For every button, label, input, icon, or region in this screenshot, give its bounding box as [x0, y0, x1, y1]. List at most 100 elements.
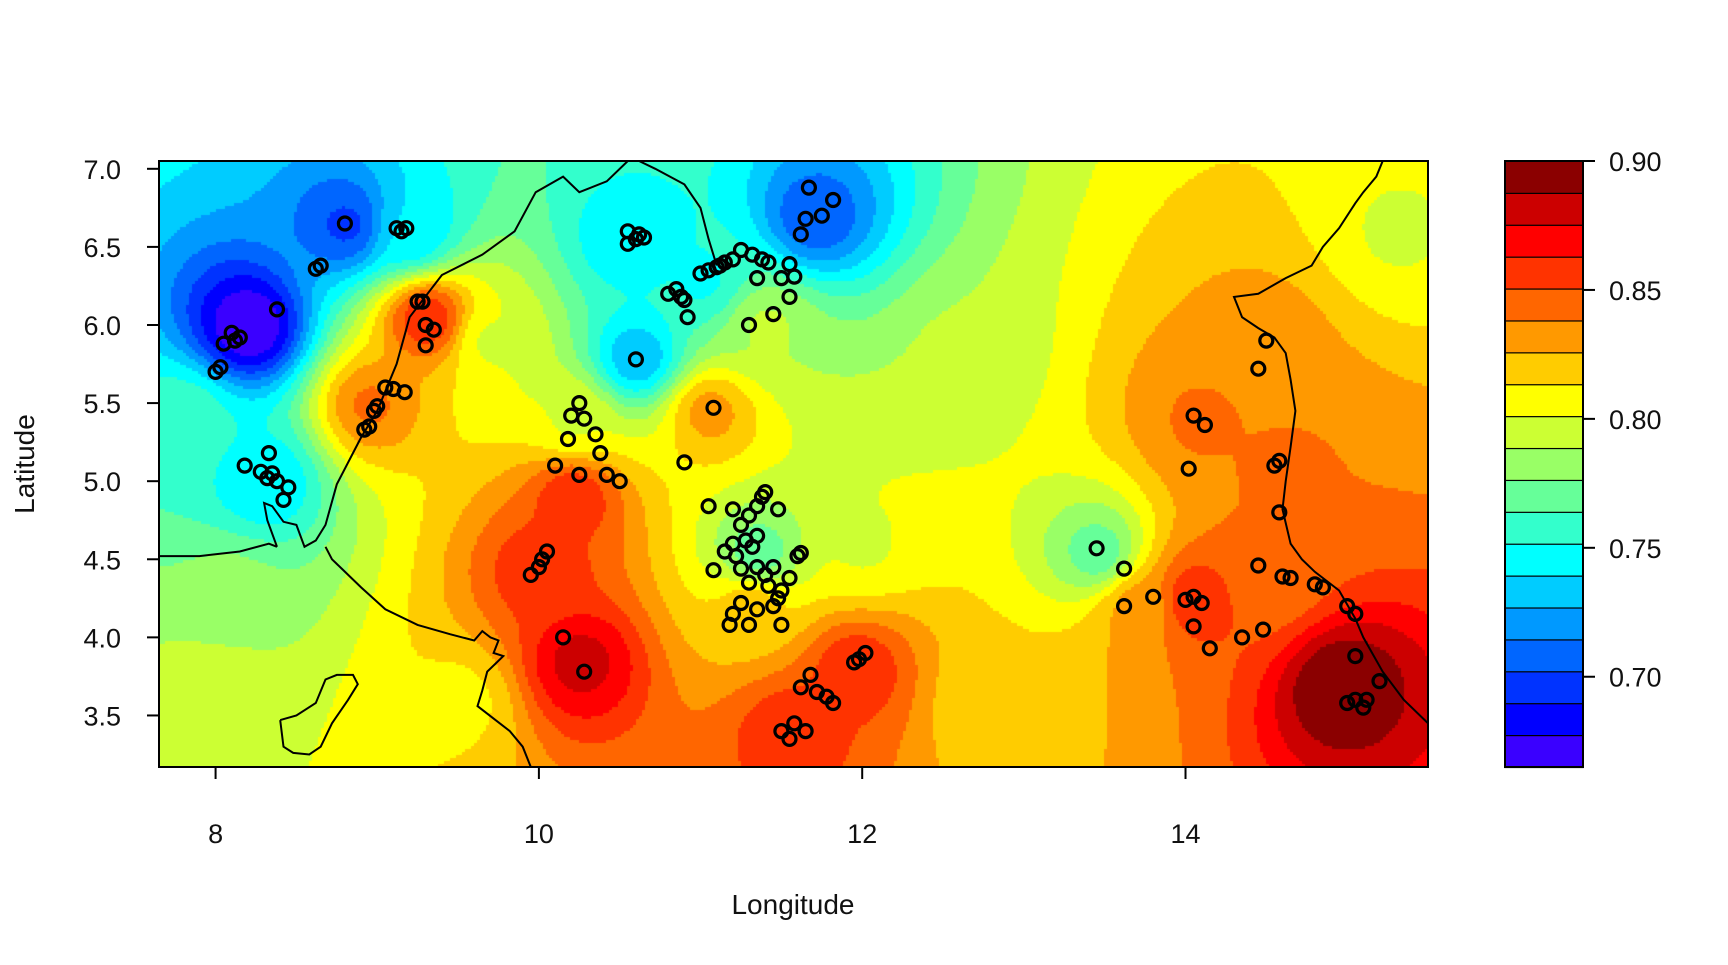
station-marker [571, 395, 588, 412]
station-marker [236, 457, 253, 474]
station-markers [207, 179, 1388, 748]
station-marker [824, 191, 842, 209]
station-marker [1180, 460, 1197, 477]
station-marker [592, 445, 609, 462]
boundary-line [324, 546, 532, 767]
station-marker [732, 560, 750, 577]
station-marker [635, 229, 653, 246]
station-marker [546, 457, 564, 474]
station-marker [1306, 576, 1323, 593]
station-marker [773, 616, 790, 634]
colorbar-tick-label: 0.85 [1609, 276, 1662, 306]
station-marker [792, 544, 809, 562]
station-marker [792, 679, 809, 696]
station-marker [1254, 621, 1272, 638]
station-marker [559, 430, 577, 448]
station-marker [1314, 579, 1332, 596]
station-marker [1250, 557, 1267, 574]
station-marker [740, 507, 758, 524]
station-marker [223, 324, 240, 341]
boundary-line [159, 542, 278, 558]
station-marker [765, 597, 782, 615]
colorbar-swatch [1504, 479, 1584, 513]
colorbar-swatch [1504, 160, 1584, 194]
station-marker [598, 466, 615, 483]
station-marker [716, 254, 733, 271]
station-marker [781, 730, 798, 748]
station-marker [760, 254, 777, 271]
colorbar-tick-label: 0.90 [1609, 147, 1662, 177]
station-marker [627, 351, 645, 368]
station-marker [786, 268, 803, 285]
station-marker [212, 359, 229, 376]
station-marker [425, 321, 442, 338]
x-tick-label: 14 [1170, 819, 1200, 849]
colorbar-swatch [1504, 575, 1584, 609]
station-marker [724, 501, 742, 518]
colorbar-swatch [1504, 606, 1584, 641]
colorbar-frame [1504, 160, 1584, 768]
station-marker [1145, 588, 1162, 605]
station-marker [757, 484, 774, 501]
station-marker [398, 220, 415, 237]
boundary-line [279, 673, 359, 756]
country-boundaries [159, 161, 1428, 767]
station-marker [1185, 618, 1202, 635]
station-marker [1271, 504, 1288, 521]
colorbar-swatch [1504, 543, 1584, 577]
station-marker [676, 454, 693, 471]
station-marker [781, 288, 798, 305]
station-marker [679, 309, 696, 326]
x-tick-label: 12 [847, 819, 877, 849]
station-marker [587, 426, 604, 443]
station-marker [1233, 629, 1251, 646]
station-marker [797, 722, 814, 740]
station-marker [414, 293, 431, 310]
station-marker [1115, 597, 1133, 615]
station-marker [824, 694, 842, 712]
station-marker [1185, 407, 1202, 424]
station-marker [409, 293, 426, 310]
station-marker [740, 616, 758, 634]
station-marker [672, 288, 690, 305]
station-marker [554, 629, 572, 646]
station-marker [1347, 605, 1364, 623]
station-marker [769, 501, 787, 518]
station-marker [576, 663, 593, 680]
station-marker [705, 562, 722, 579]
colorbar-tick-label: 0.75 [1609, 534, 1662, 564]
station-marker [732, 516, 750, 534]
y-tick-label: 7.0 [83, 155, 121, 185]
y-tick-label: 4.0 [83, 623, 121, 653]
station-marker [361, 418, 378, 435]
station-marker [1355, 699, 1372, 716]
colorbar-swatch [1504, 351, 1584, 386]
station-marker [748, 527, 766, 544]
station-marker [781, 569, 798, 587]
y-tick-label: 5.0 [83, 467, 121, 497]
station-marker [1274, 568, 1291, 585]
station-marker [1196, 416, 1214, 434]
station-marker [619, 235, 636, 252]
station-marker [1193, 594, 1210, 612]
colorbar-swatch [1504, 734, 1584, 769]
y-tick-label: 5.5 [83, 389, 121, 419]
station-marker [692, 265, 709, 282]
x-axis-title: Longitude [731, 889, 854, 920]
station-marker [1201, 640, 1218, 657]
station-marker [396, 384, 413, 401]
station-marker [571, 466, 588, 483]
station-marker [1258, 332, 1275, 349]
station-marker [280, 479, 297, 496]
y-tick-label: 3.5 [83, 701, 121, 731]
station-marker [268, 301, 286, 318]
station-marker [748, 601, 766, 618]
station-marker [1250, 360, 1267, 377]
y-axis: 3.5 4.0 4.5 5.0 5.5 6.0 6.5 7.0 [83, 155, 159, 731]
station-marker [1371, 672, 1388, 690]
station-marker [377, 379, 394, 396]
station-marker [700, 498, 717, 515]
station-marker [797, 210, 814, 227]
